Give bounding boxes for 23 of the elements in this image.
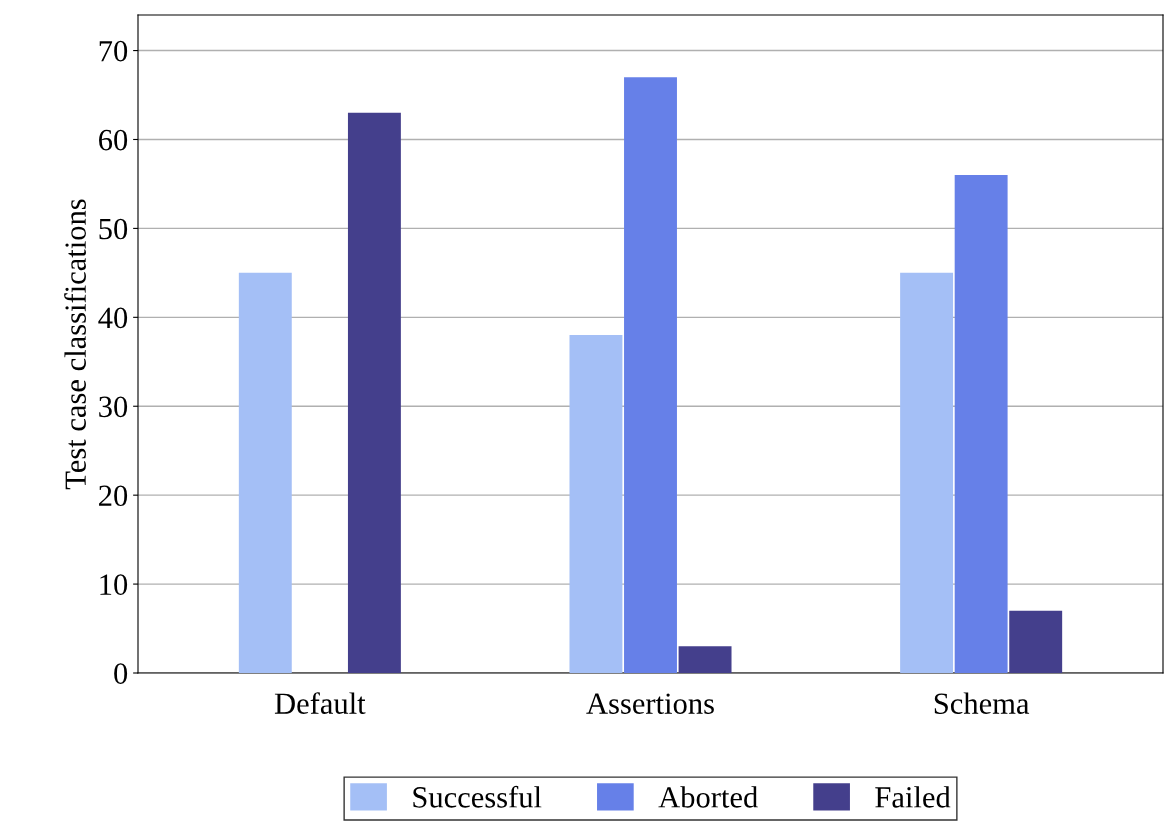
y-tick-label: 10 xyxy=(100,574,128,595)
bar xyxy=(238,272,292,673)
y-tick-label: 50 xyxy=(99,218,128,240)
bar xyxy=(569,335,623,673)
bar xyxy=(1009,610,1063,673)
y-tick-label: 70 xyxy=(99,40,128,62)
bar xyxy=(347,112,401,673)
y-tick-label: 40 xyxy=(98,307,128,329)
x-tick-label: Default xyxy=(274,692,366,714)
x-tick-label: Schema xyxy=(934,692,1030,714)
y-tick-label: 60 xyxy=(99,129,128,151)
y-axis-title: Test case classifications xyxy=(64,199,86,490)
y-tick-label: 0 xyxy=(114,663,128,684)
legend-label: Aborted xyxy=(658,786,758,808)
y-tick-label: 20 xyxy=(99,485,128,507)
legend-label: Failed xyxy=(875,786,951,808)
legend-label: Successful xyxy=(413,785,542,808)
bar xyxy=(954,175,1008,673)
x-tick-label: Assertions xyxy=(586,693,714,714)
bar xyxy=(624,77,677,673)
bar xyxy=(900,272,954,673)
y-tick-label: 30 xyxy=(99,396,128,418)
bar xyxy=(678,646,732,673)
